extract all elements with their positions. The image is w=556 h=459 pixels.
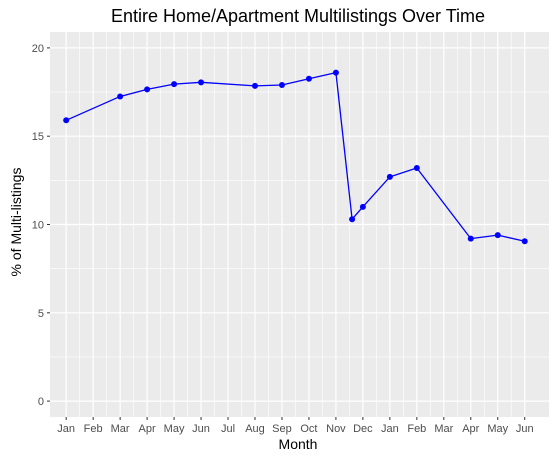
x-tick-label: Oct [300, 423, 317, 435]
data-point [494, 232, 501, 239]
x-tick-label: Mar [111, 423, 130, 435]
major-gridlines [50, 32, 549, 417]
x-tick-label: Jun [516, 423, 534, 435]
data-point [349, 216, 356, 223]
y-tick-label: 10 [32, 220, 44, 232]
data-point [144, 86, 151, 93]
data-point [305, 75, 312, 82]
x-tick-label: Dec [353, 423, 373, 435]
x-tick-label: Jun [192, 423, 210, 435]
data-point [332, 69, 339, 76]
y-axis: 0 5 10 15 20 [32, 43, 50, 408]
data-point [171, 81, 178, 88]
x-tick-label: Jan [381, 423, 399, 435]
y-tick-label: 5 [38, 308, 44, 320]
data-point [521, 238, 528, 245]
data-point [198, 79, 205, 86]
x-tick-label: May [487, 423, 508, 435]
x-tick-label: Aug [245, 423, 265, 435]
data-point [359, 203, 366, 210]
x-tick-label: Apr [462, 423, 479, 435]
y-tick-label: 0 [38, 396, 44, 408]
x-tick-label: Sep [272, 423, 292, 435]
x-axis: Jan Feb Mar Apr May Jun Jul Aug Sep Oct Nov Dec Jan F… [57, 417, 534, 435]
data-point [63, 117, 70, 124]
y-tick-label: 20 [32, 43, 44, 55]
x-axis-title: Month [279, 436, 318, 452]
data-point [117, 93, 124, 100]
data-point [386, 173, 393, 180]
x-tick-label: Mar [434, 423, 453, 435]
data-point [251, 82, 258, 89]
x-tick-label: Apr [139, 423, 156, 435]
series-line [65, 71, 525, 242]
x-tick-label: Jan [57, 423, 75, 435]
y-axis-title: % of Multi-listings [8, 168, 24, 277]
y-tick-label: 15 [32, 131, 44, 143]
x-tick-label: May [164, 423, 185, 435]
x-tick-label: Nov [326, 423, 346, 435]
x-tick-label: Jul [221, 423, 235, 435]
series-layer [63, 69, 528, 245]
x-tick-label: Feb [84, 423, 103, 435]
chart-title: Entire Home/Apartment Multilistings Over… [111, 6, 485, 26]
data-point [413, 164, 420, 171]
data-point [278, 81, 285, 88]
x-tick-label: Feb [407, 423, 426, 435]
data-point [467, 235, 474, 242]
